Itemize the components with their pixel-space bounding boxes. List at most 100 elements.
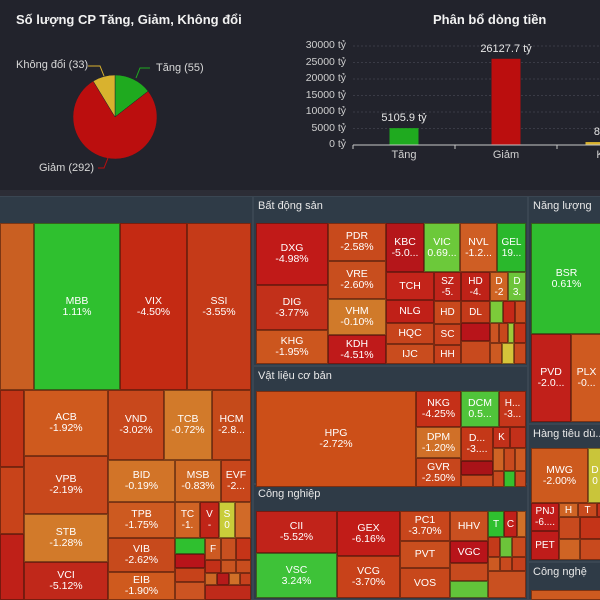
- stock-tile[interactable]: [517, 511, 526, 537]
- stock-tile-dpm[interactable]: DPM -1.20%: [416, 427, 461, 458]
- stock-tile-eib[interactable]: EIB -1.90%: [108, 572, 175, 600]
- stock-tile[interactable]: [450, 581, 488, 598]
- stock-tile[interactable]: [515, 471, 526, 487]
- stock-tile[interactable]: [597, 503, 600, 517]
- stock-tile[interactable]: [514, 343, 526, 364]
- stock-tile-pvd[interactable]: PVD -2.0...: [531, 334, 571, 422]
- stock-tile-vic[interactable]: VIC 0.69...: [424, 223, 460, 272]
- stock-tile[interactable]: [502, 343, 514, 364]
- stock-tile-vsc[interactable]: VSC 3.24%: [256, 553, 337, 598]
- stock-tile-vgc[interactable]: VGC: [450, 541, 488, 563]
- stock-tile-dig[interactable]: DIG -3.77%: [256, 285, 328, 330]
- stock-tile-stb[interactable]: STB -1.28%: [24, 514, 108, 562]
- stock-tile-vci[interactable]: VCI -5.12%: [24, 562, 108, 600]
- stock-tile-dcm[interactable]: DCM 0.5...: [461, 391, 499, 427]
- stock-tile-acb[interactable]: ACB -1.92%: [24, 390, 108, 456]
- stock-tile[interactable]: [531, 590, 600, 600]
- stock-tile[interactable]: [221, 538, 236, 560]
- stock-tile[interactable]: [175, 568, 205, 582]
- stock-tile-kbc[interactable]: KBC -5.0...: [386, 223, 424, 272]
- stock-tile-nlg[interactable]: NLG: [386, 300, 434, 323]
- stock-tile-vnd[interactable]: VND -3.02%: [108, 390, 164, 460]
- stock-tile-vpb[interactable]: VPB -2.19%: [24, 456, 108, 514]
- stock-tile-t[interactable]: T: [578, 503, 597, 517]
- stock-tile-nkg[interactable]: NKG -4.25%: [416, 391, 461, 427]
- stock-tile[interactable]: [175, 538, 205, 554]
- stock-tile[interactable]: [499, 323, 508, 343]
- stock-tile-vcg[interactable]: VCG -3.70%: [337, 556, 400, 598]
- stock-tile[interactable]: [515, 301, 526, 323]
- stock-tile-evf[interactable]: EVF -2...: [221, 460, 251, 502]
- stock-tile[interactable]: [240, 573, 251, 585]
- stock-tile[interactable]: [0, 223, 34, 390]
- stock-tile-v[interactable]: V-: [200, 502, 219, 538]
- stock-tile[interactable]: [205, 560, 221, 573]
- stock-tile[interactable]: [217, 573, 229, 585]
- stock-tile-pet[interactable]: PET: [531, 531, 559, 560]
- stock-tile[interactable]: [493, 448, 504, 471]
- stock-tile[interactable]: [0, 534, 24, 600]
- stock-tile[interactable]: [490, 301, 503, 323]
- stock-tile-gel[interactable]: GEL 19...: [497, 223, 526, 272]
- stock-tile-nvl[interactable]: NVL -1.2...: [460, 223, 497, 272]
- stock-tile-hpg[interactable]: HPG -2.72%: [256, 391, 416, 487]
- stock-tile-bid[interactable]: BID -0.19%: [108, 460, 175, 502]
- stock-tile[interactable]: [510, 427, 526, 448]
- stock-tile-hd[interactable]: HD: [434, 301, 461, 324]
- stock-tile[interactable]: [488, 537, 500, 557]
- stock-tile-ssi[interactable]: SSI -3.55%: [187, 223, 251, 390]
- stock-tile[interactable]: [0, 390, 24, 467]
- bar-khong-doi[interactable]: [585, 142, 600, 146]
- stock-tile-sc[interactable]: SC: [434, 324, 461, 345]
- stock-tile-vre[interactable]: VRE -2.60%: [328, 261, 386, 299]
- stock-tile[interactable]: [515, 448, 526, 471]
- stock-tile[interactable]: [236, 560, 251, 573]
- stock-tile-hqc[interactable]: HQC: [386, 323, 434, 344]
- stock-tile[interactable]: [490, 323, 499, 343]
- stock-tile[interactable]: [488, 557, 500, 571]
- stock-tile[interactable]: [205, 573, 217, 585]
- stock-tile-khg[interactable]: KHG -1.95%: [256, 330, 328, 364]
- bar-giam[interactable]: [491, 58, 521, 145]
- stock-tile-kdh[interactable]: KDH -4.51%: [328, 335, 386, 364]
- stock-tile-d[interactable]: D -2: [490, 272, 508, 301]
- stock-tile[interactable]: [512, 557, 526, 571]
- stock-tile-msb[interactable]: MSB -0.83%: [175, 460, 221, 502]
- stock-tile-dl[interactable]: DL: [461, 301, 490, 323]
- stock-tile-mbb[interactable]: MBB 1.11%: [34, 223, 120, 390]
- stock-tile-pnj[interactable]: PNJ -6....: [531, 503, 559, 531]
- stock-tile-vib[interactable]: VIB -2.62%: [108, 538, 175, 572]
- stock-tile-c[interactable]: C: [504, 511, 517, 537]
- stock-tile[interactable]: [500, 537, 512, 557]
- stock-tile-d[interactable]: D 3.: [508, 272, 526, 301]
- stock-tile[interactable]: [514, 323, 526, 343]
- stock-tile-gex[interactable]: GEX -6.16%: [337, 511, 400, 556]
- stock-tile-plx[interactable]: PLX -0...: [571, 334, 600, 422]
- stock-tile[interactable]: [461, 461, 493, 475]
- stock-tile[interactable]: [450, 563, 488, 581]
- stock-tile-bsr[interactable]: BSR 0.61%: [531, 223, 600, 334]
- stock-tile[interactable]: [500, 557, 512, 571]
- stock-tile-h[interactable]: H: [559, 503, 578, 517]
- stock-tile-vos[interactable]: VOS: [400, 568, 450, 598]
- pie-slice-khong-doi[interactable]: [92, 74, 116, 118]
- stock-tile-tcb[interactable]: TCB -0.72%: [164, 390, 212, 460]
- stock-tile[interactable]: [461, 475, 493, 487]
- stock-tile[interactable]: [175, 554, 205, 568]
- stock-tile[interactable]: [559, 539, 580, 560]
- bar-tang[interactable]: [389, 128, 419, 145]
- stock-tile[interactable]: [512, 537, 526, 557]
- stock-tile[interactable]: [461, 341, 490, 364]
- stock-tile[interactable]: [580, 517, 600, 539]
- stock-tile-vix[interactable]: VIX -4.50%: [120, 223, 187, 390]
- stock-tile-tch[interactable]: TCH: [386, 272, 434, 300]
- stock-tile-pdr[interactable]: PDR -2.58%: [328, 223, 386, 261]
- stock-tile-pc1[interactable]: PC1 -3.70%: [400, 511, 450, 541]
- stock-tile-gvr[interactable]: GVR -2.50%: [416, 458, 461, 487]
- stock-tile[interactable]: [580, 539, 600, 560]
- stock-tile-ijc[interactable]: IJC: [386, 344, 434, 364]
- stock-tile-pvt[interactable]: PVT: [400, 541, 450, 568]
- stock-tile[interactable]: [508, 323, 514, 343]
